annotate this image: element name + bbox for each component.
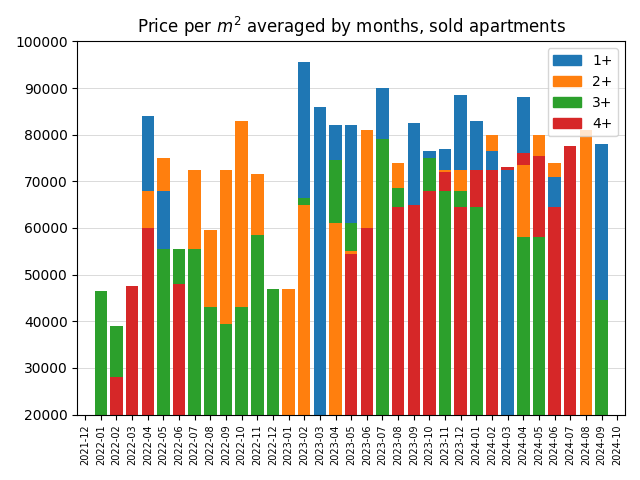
Bar xyxy=(501,170,514,415)
Bar xyxy=(329,223,342,415)
Bar xyxy=(439,149,451,415)
Bar xyxy=(173,284,186,415)
Bar xyxy=(329,125,342,415)
Bar xyxy=(454,95,467,415)
Bar xyxy=(501,168,514,415)
Bar xyxy=(204,307,216,415)
Bar xyxy=(439,191,451,415)
Bar xyxy=(314,107,326,415)
Bar xyxy=(532,135,545,415)
Bar xyxy=(423,191,436,415)
Bar xyxy=(548,207,561,415)
Bar xyxy=(110,377,123,415)
Bar xyxy=(454,170,467,415)
Bar xyxy=(298,198,310,415)
Bar xyxy=(345,253,357,415)
Bar xyxy=(470,170,483,415)
Bar xyxy=(345,252,357,415)
Bar xyxy=(532,237,545,415)
Bar xyxy=(267,288,279,415)
Bar xyxy=(580,130,592,415)
Bar xyxy=(486,170,499,415)
Bar xyxy=(595,144,608,415)
Bar xyxy=(141,228,154,415)
Bar xyxy=(548,177,561,415)
Bar xyxy=(517,237,529,415)
Bar xyxy=(345,223,357,415)
Title: Price per $m^2$ averaged by months, sold apartments: Price per $m^2$ averaged by months, sold… xyxy=(137,15,566,39)
Legend: 1+, 2+, 3+, 4+: 1+, 2+, 3+, 4+ xyxy=(548,48,618,136)
Bar xyxy=(204,230,216,415)
Bar xyxy=(157,249,170,415)
Bar xyxy=(470,207,483,415)
Bar xyxy=(376,88,388,415)
Bar xyxy=(220,324,232,415)
Bar xyxy=(392,163,404,415)
Bar xyxy=(236,307,248,415)
Bar xyxy=(517,165,529,415)
Bar xyxy=(220,170,232,415)
Bar xyxy=(548,163,561,415)
Bar xyxy=(408,123,420,415)
Bar xyxy=(360,228,373,415)
Bar xyxy=(501,168,514,415)
Bar xyxy=(126,286,138,415)
Bar xyxy=(517,154,529,415)
Bar xyxy=(454,191,467,415)
Bar xyxy=(157,191,170,415)
Bar xyxy=(486,135,499,415)
Bar xyxy=(360,130,373,415)
Bar xyxy=(470,120,483,415)
Bar xyxy=(329,160,342,415)
Bar xyxy=(517,97,529,415)
Bar xyxy=(454,207,467,415)
Bar xyxy=(173,249,186,415)
Bar xyxy=(282,288,295,415)
Bar xyxy=(564,146,577,415)
Bar xyxy=(470,170,483,415)
Bar xyxy=(392,188,404,415)
Bar xyxy=(141,191,154,415)
Bar xyxy=(188,249,201,415)
Bar xyxy=(439,172,451,415)
Bar xyxy=(110,326,123,415)
Bar xyxy=(423,158,436,415)
Bar xyxy=(345,125,357,415)
Bar xyxy=(298,62,310,415)
Bar xyxy=(408,204,420,415)
Bar xyxy=(376,139,388,415)
Bar xyxy=(188,170,201,415)
Bar xyxy=(595,300,608,415)
Bar xyxy=(157,158,170,415)
Bar xyxy=(439,170,451,415)
Bar xyxy=(251,235,264,415)
Bar xyxy=(141,116,154,415)
Bar xyxy=(423,151,436,415)
Bar xyxy=(236,120,248,415)
Bar xyxy=(532,156,545,415)
Bar xyxy=(392,207,404,415)
Bar xyxy=(251,174,264,415)
Bar xyxy=(298,204,310,415)
Bar xyxy=(486,151,499,415)
Bar xyxy=(423,158,436,415)
Bar xyxy=(95,291,107,415)
